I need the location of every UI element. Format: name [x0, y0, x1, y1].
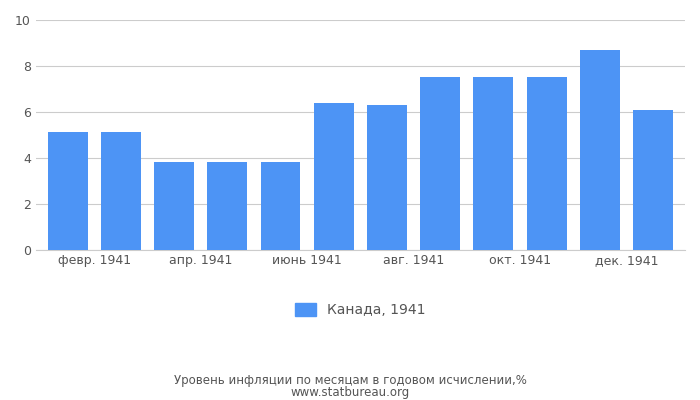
Text: Уровень инфляции по месяцам в годовом исчислении,%: Уровень инфляции по месяцам в годовом ис…	[174, 374, 526, 387]
Bar	[314, 103, 354, 250]
Bar	[48, 132, 88, 250]
Bar	[260, 162, 300, 250]
Bar	[526, 77, 566, 250]
Bar	[207, 162, 247, 250]
Bar	[580, 50, 620, 250]
Bar	[420, 77, 460, 250]
Legend: Канада, 1941: Канада, 1941	[290, 298, 431, 323]
Bar	[367, 105, 407, 250]
Text: www.statbureau.org: www.statbureau.org	[290, 386, 410, 399]
Bar	[473, 77, 513, 250]
Bar	[101, 132, 141, 250]
Bar	[154, 162, 194, 250]
Bar	[633, 110, 673, 250]
